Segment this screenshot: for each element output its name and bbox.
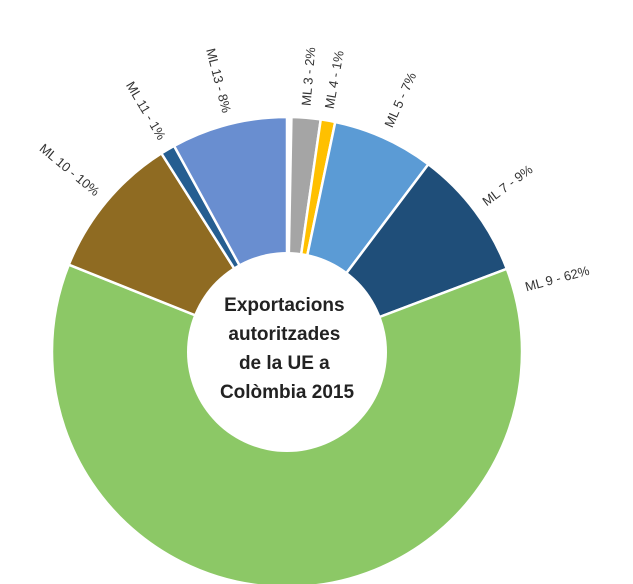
donut-hole bbox=[187, 252, 387, 452]
title-line: Colòmbia 2015 bbox=[220, 382, 355, 403]
title-line: de la UE a bbox=[239, 353, 330, 374]
slice-label: ML 3 - 2% bbox=[299, 46, 319, 106]
title-line: Exportacions bbox=[224, 295, 344, 316]
slice-label: ML 5 - 7% bbox=[381, 70, 419, 130]
slice-label: ML 9 - 62% bbox=[523, 263, 591, 295]
chart-title: Exportacions autoritzades de la UE a Col… bbox=[220, 295, 355, 403]
slice-label: ML 10 - 10% bbox=[37, 141, 103, 200]
slice-label: ML 4 - 1% bbox=[322, 49, 347, 110]
slice-label: ML 7 - 9% bbox=[479, 161, 535, 209]
slice-label: ML 13 - 8% bbox=[203, 47, 234, 115]
slice-label: ML 11 - 1% bbox=[123, 79, 169, 143]
title-line: autoritzades bbox=[228, 324, 340, 345]
